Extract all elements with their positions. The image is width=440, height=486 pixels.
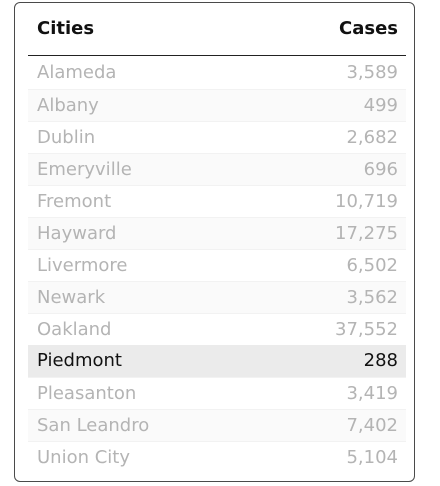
table-row[interactable]: Pleasanton 3,419 [28, 377, 406, 409]
cases-cell: 3,562 [346, 287, 398, 308]
cases-cell: 2,682 [346, 127, 398, 148]
column-header-cases[interactable]: Cases [339, 18, 398, 39]
city-cell: Pleasanton [37, 383, 137, 404]
city-cell: San Leandro [37, 415, 150, 436]
table-row-selected[interactable]: Piedmont 288 [28, 345, 406, 377]
city-cell: Oakland [37, 319, 112, 340]
city-cell: Hayward [37, 223, 117, 244]
cases-cell: 696 [363, 159, 398, 180]
table-row[interactable]: Alameda 3,589 [28, 57, 406, 89]
table-row[interactable]: Union City 5,104 [28, 441, 406, 473]
city-cell: Union City [37, 447, 131, 468]
table-row[interactable]: Hayward 17,275 [28, 217, 406, 249]
table-row[interactable]: Fremont 10,719 [28, 185, 406, 217]
cases-cell: 499 [363, 95, 398, 116]
table-row[interactable]: Oakland 37,552 [28, 313, 406, 345]
cases-cell: 37,552 [335, 319, 398, 340]
city-cell: Livermore [37, 255, 128, 276]
cases-cell: 17,275 [335, 223, 398, 244]
table-body: Alameda 3,589 Albany 499 Dublin 2,682 Em… [28, 57, 406, 473]
table-row[interactable]: Emeryville 696 [28, 153, 406, 185]
table-row[interactable]: Newark 3,562 [28, 281, 406, 313]
table-row[interactable]: Albany 499 [28, 89, 406, 121]
city-cell: Dublin [37, 127, 96, 148]
cases-cell: 3,419 [346, 383, 398, 404]
city-cell: Newark [37, 287, 106, 308]
table-row[interactable]: Dublin 2,682 [28, 121, 406, 153]
table-header: Cities Cases [28, 3, 406, 56]
column-header-cities[interactable]: Cities [37, 18, 95, 39]
cases-cell: 288 [363, 350, 398, 371]
city-cell: Emeryville [37, 159, 132, 180]
table-card: Cities Cases Alameda 3,589 Albany 499 Du… [14, 2, 415, 482]
cases-cell: 5,104 [346, 447, 398, 468]
cases-cell: 7,402 [346, 415, 398, 436]
city-cell: Fremont [37, 191, 112, 212]
cases-cell: 10,719 [335, 191, 398, 212]
city-cell: Piedmont [37, 350, 122, 371]
cases-cell: 3,589 [346, 62, 398, 83]
table-row[interactable]: Livermore 6,502 [28, 249, 406, 281]
cities-cases-table: Cities Cases Alameda 3,589 Albany 499 Du… [28, 3, 406, 473]
city-cell: Albany [37, 95, 99, 116]
city-cell: Alameda [37, 62, 117, 83]
table-row[interactable]: San Leandro 7,402 [28, 409, 406, 441]
cases-cell: 6,502 [346, 255, 398, 276]
